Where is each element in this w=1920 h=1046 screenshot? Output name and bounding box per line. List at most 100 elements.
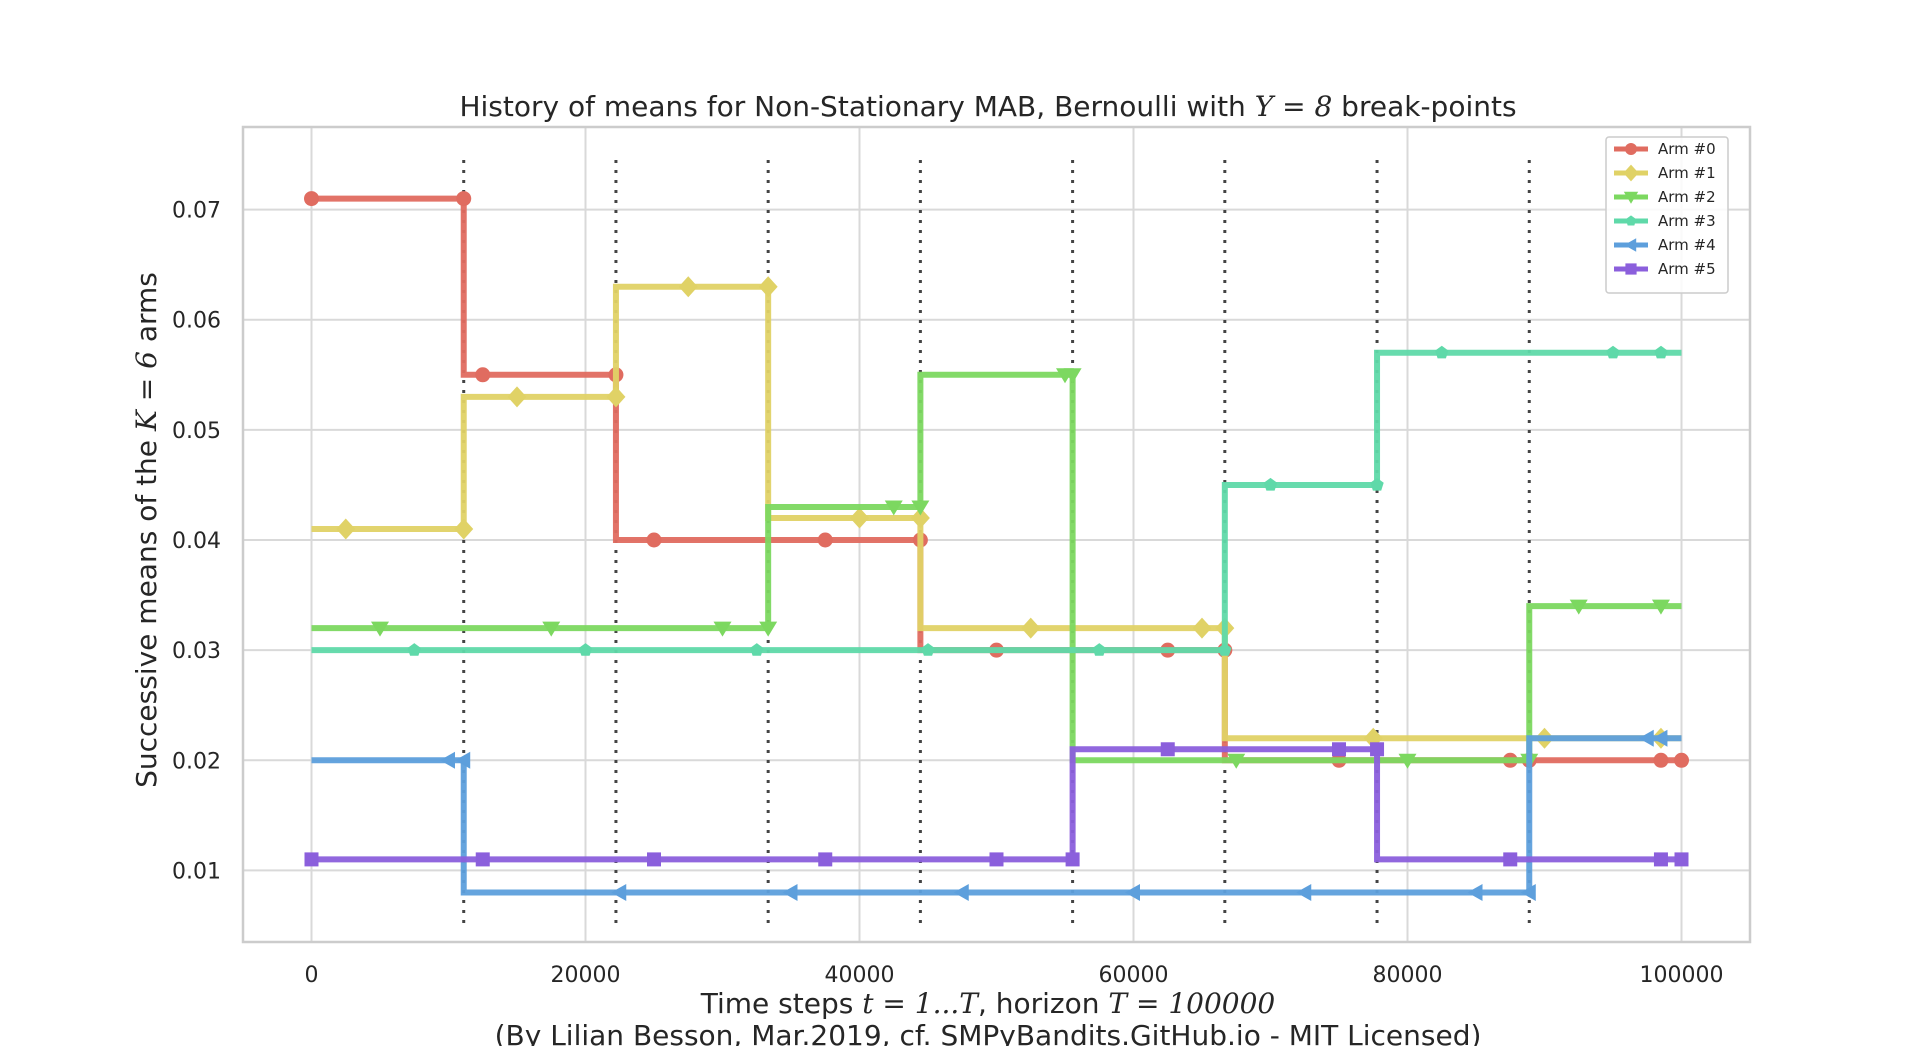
x-tick-label: 80000 <box>1373 963 1443 988</box>
series-line <box>311 371 1682 764</box>
series-marker <box>1569 599 1588 615</box>
legend-item: Arm #1 <box>1614 164 1716 182</box>
x-axis-credit-label: (By Lilian Besson, Mar.2019, cf. SMPyBan… <box>495 1019 1482 1046</box>
series-marker <box>759 621 778 637</box>
series-marker <box>782 883 798 901</box>
x-axis-label: Time steps t = 1...T, horizon T = 100000 <box>700 987 1275 1020</box>
legend-box <box>1605 136 1729 294</box>
x-tick-label: 100000 <box>1640 963 1724 988</box>
series-line <box>311 735 1682 896</box>
series-marker <box>1065 852 1080 867</box>
series-marker <box>1651 599 1670 615</box>
series-marker <box>989 852 1004 867</box>
series-marker <box>456 191 472 207</box>
series-marker <box>1520 883 1536 901</box>
series-marker <box>1021 617 1041 639</box>
series-marker <box>1263 477 1278 491</box>
series-marker <box>1125 883 1140 901</box>
legend-marker <box>1623 191 1639 204</box>
legend: Arm #0 Arm #1 Arm #2 Arm #3 Arm #4 Arm #5 <box>1605 136 1729 294</box>
series-marker <box>407 643 421 656</box>
series-marker <box>1653 852 1668 867</box>
series-marker <box>1092 643 1106 656</box>
legend-label: Arm #1 <box>1658 164 1716 182</box>
series-marker <box>606 386 626 408</box>
y-tick-label: 0.05 <box>172 419 221 444</box>
series-marker <box>1606 345 1620 359</box>
legend-label: Arm #4 <box>1658 236 1716 254</box>
legend-label: Arm #3 <box>1658 212 1716 230</box>
series-layer <box>304 191 1689 901</box>
y-axis-label: Successive means of the K = 6 arms <box>130 272 163 788</box>
series-marker <box>884 500 903 516</box>
y-tick-label: 0.06 <box>172 309 221 334</box>
series-marker <box>953 883 969 901</box>
grid-layer <box>243 127 1750 942</box>
legend-marker <box>1625 215 1637 226</box>
y-tick-label: 0.01 <box>172 859 221 884</box>
plot-frame <box>241 125 1752 944</box>
x-tick-label: 60000 <box>1099 963 1169 988</box>
series-marker <box>910 507 930 529</box>
x-tick-label: 40000 <box>825 963 895 988</box>
series-marker <box>475 367 491 383</box>
series-arm-4 <box>311 729 1682 901</box>
legend-item: Arm #0 <box>1614 140 1716 158</box>
legend-item: Arm #4 <box>1614 236 1716 254</box>
series-marker <box>850 507 869 529</box>
series-marker <box>647 852 661 867</box>
series-marker <box>1638 729 1654 747</box>
series-arm-3 <box>311 345 1682 656</box>
legend-label: Arm #2 <box>1658 188 1716 206</box>
series-marker <box>817 532 833 548</box>
series-marker <box>1467 883 1483 901</box>
series-marker <box>1370 477 1384 491</box>
series-marker <box>1332 742 1346 757</box>
series-marker <box>1063 368 1082 384</box>
series-marker <box>1218 643 1232 656</box>
series-marker <box>750 643 764 656</box>
series-marker <box>911 500 930 516</box>
series-marker <box>646 532 662 548</box>
series-marker <box>1227 753 1246 769</box>
series-arm-0 <box>304 191 1689 768</box>
series-marker <box>1398 753 1417 769</box>
series-line <box>311 195 1682 764</box>
legend-marker <box>1625 143 1637 155</box>
legend-marker <box>1623 164 1639 182</box>
series-marker <box>336 518 356 540</box>
legend-marker <box>1625 263 1637 275</box>
x-tick-label: 0 <box>305 963 319 988</box>
series-marker <box>455 751 471 769</box>
series-marker <box>440 751 455 769</box>
series-marker <box>921 643 935 656</box>
series-marker <box>1503 852 1518 867</box>
legend-item: Arm #5 <box>1614 260 1716 278</box>
chart-title: History of means for Non-Stationary MAB,… <box>459 90 1516 123</box>
series-marker <box>1160 742 1175 757</box>
legend-item: Arm #3 <box>1614 212 1716 230</box>
series-arm-1 <box>311 276 1682 749</box>
legend-label: Arm #0 <box>1658 140 1716 158</box>
series-marker <box>542 621 561 637</box>
series-line <box>311 746 1682 863</box>
series-marker <box>371 621 389 637</box>
y-tick-label: 0.03 <box>172 639 221 664</box>
series-marker <box>578 643 593 656</box>
tick-layer: 0 20000 40000 60000 80000 100000 0.01 0.02 0.03 0… <box>172 199 1723 988</box>
series-marker <box>1652 729 1668 747</box>
series-marker <box>1435 345 1449 359</box>
series-marker <box>454 518 474 540</box>
legend-items: Arm #0 Arm #1 Arm #2 Arm #3 Arm #4 Arm #5 <box>1614 140 1716 278</box>
series-marker <box>611 883 627 901</box>
series-arm-5 <box>304 742 1689 867</box>
series-marker <box>304 191 319 207</box>
series-marker <box>678 276 698 298</box>
legend-label: Arm #5 <box>1658 260 1716 278</box>
series-marker <box>1674 852 1689 867</box>
series-marker <box>713 621 732 637</box>
series-marker <box>818 852 833 867</box>
series-marker <box>475 852 490 867</box>
series-marker <box>507 386 527 408</box>
